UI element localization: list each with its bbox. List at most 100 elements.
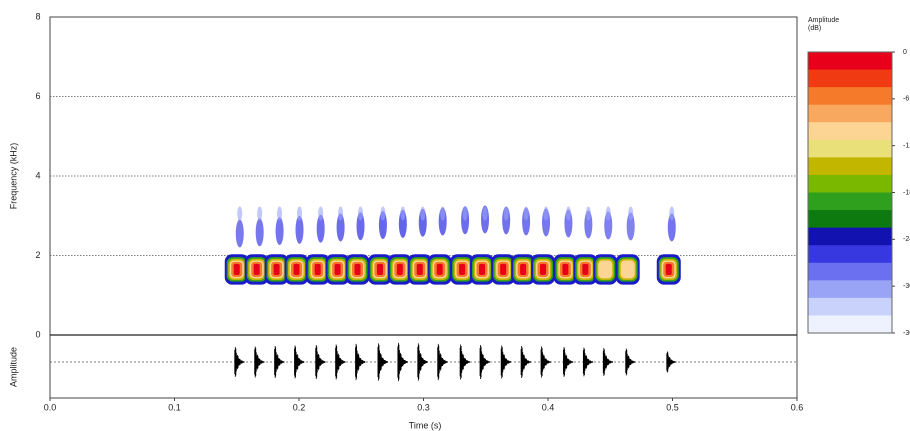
pulse	[553, 206, 578, 285]
pulse	[264, 206, 289, 285]
waveform-burst	[254, 346, 265, 378]
x-tick-label: 0.1	[168, 402, 181, 412]
colorbar-title: (dB)	[808, 25, 821, 32]
colorbar-tick-label: -6	[903, 96, 909, 103]
colorbar-band	[808, 262, 892, 281]
pulse-layer	[253, 263, 260, 275]
pulse-layer	[314, 263, 321, 275]
pulse-layer	[297, 206, 303, 221]
waveform-burst	[625, 348, 636, 376]
pulse	[367, 206, 392, 285]
colorbar-band	[808, 69, 892, 88]
pulse-layer	[665, 263, 672, 275]
waveform-burst	[315, 344, 326, 380]
pulse-layer	[293, 263, 300, 275]
pulse-layer	[356, 212, 365, 241]
pulse	[387, 206, 412, 285]
pulse-layer	[562, 263, 569, 275]
pulse-layer	[582, 263, 589, 275]
waveform-burst	[582, 347, 594, 377]
pulse-layer	[500, 263, 507, 275]
pulse	[531, 206, 556, 285]
pulse-layer	[277, 206, 283, 221]
pulse-layer	[436, 263, 443, 275]
pulse-layer	[233, 263, 240, 275]
pulse	[491, 206, 516, 285]
pulse-layer	[354, 263, 361, 275]
pulse-layer	[540, 263, 547, 275]
waveform-burst	[335, 344, 346, 380]
pulse-layer	[482, 206, 488, 221]
x-tick-label: 0.6	[791, 402, 804, 412]
pulse-layer	[235, 219, 244, 248]
pulse-layer	[376, 263, 383, 275]
pulse-layer	[626, 212, 635, 241]
pulse-layer	[520, 263, 527, 275]
colorbar-band	[808, 210, 892, 229]
colorbar-tick-label: -18	[903, 189, 910, 196]
x-tick-label: 0.3	[417, 402, 430, 412]
y-tick-label: 2	[35, 250, 40, 260]
pulse-layer	[338, 206, 344, 221]
y-tick-label: 4	[35, 170, 40, 180]
y-axis-title: Frequency (kHz)	[8, 143, 18, 210]
waveform-axis-title: Amplitude	[8, 347, 18, 387]
colorbar-tick-label: 0	[903, 49, 907, 56]
pulse-layer	[380, 206, 386, 221]
y-tick-label: 0	[35, 329, 40, 339]
waveform-burst	[666, 351, 677, 373]
waveform-burst	[294, 345, 305, 379]
pulse	[573, 206, 598, 285]
pulse	[470, 205, 495, 285]
colorbar-band	[808, 104, 892, 123]
waveform-burst	[355, 343, 366, 381]
pulse-layer	[257, 206, 263, 221]
pulse-layer	[565, 206, 571, 221]
pulse-layer	[255, 218, 264, 247]
x-tick-label: 0.4	[542, 402, 555, 412]
colorbar-band	[808, 297, 892, 316]
pulse-layer	[358, 206, 364, 221]
pulse-layer	[605, 206, 611, 221]
waveform-burst	[377, 343, 388, 381]
pulse-layer	[295, 215, 304, 244]
pulse	[511, 206, 536, 285]
pulse-layer	[628, 206, 634, 221]
x-axis-title: Time (s)	[409, 420, 442, 430]
pulse-layer	[400, 206, 406, 221]
x-tick-label: 0.0	[44, 402, 57, 412]
pulse	[427, 206, 452, 285]
pulse-layer	[459, 263, 466, 275]
waveform-burst	[437, 343, 448, 381]
pulse	[224, 206, 249, 285]
pulse-layer	[318, 206, 324, 221]
pulse-layer	[543, 206, 549, 221]
pulse-layer	[462, 206, 468, 221]
waveform-burst	[563, 347, 574, 377]
waveform-burst	[459, 344, 470, 380]
colorbar-tick-label: -36	[903, 330, 910, 337]
x-tick-label: 0.2	[293, 402, 306, 412]
colorbar-band	[808, 139, 892, 158]
pulse-layer	[604, 211, 613, 240]
pulse-layer	[275, 217, 284, 246]
colorbar-band	[808, 227, 892, 246]
y-tick-label: 8	[35, 11, 40, 21]
pulse-layer	[416, 263, 423, 275]
pulse-layer	[598, 260, 613, 279]
waveform-burst	[417, 343, 428, 381]
colorbar-band	[808, 87, 892, 106]
pulse	[656, 206, 681, 285]
colorbar-band	[808, 52, 892, 71]
waveform-burst	[602, 348, 614, 376]
colorbar-band	[808, 192, 892, 211]
pulse-layer	[669, 206, 675, 221]
pulse-layer	[585, 206, 591, 221]
pulse-layer	[667, 213, 676, 242]
pulse-layer	[620, 260, 635, 279]
waveform-burst	[479, 344, 490, 380]
colorbar-band	[808, 174, 892, 193]
pulse-layer	[523, 206, 529, 221]
y-tick-label: 6	[35, 91, 40, 101]
